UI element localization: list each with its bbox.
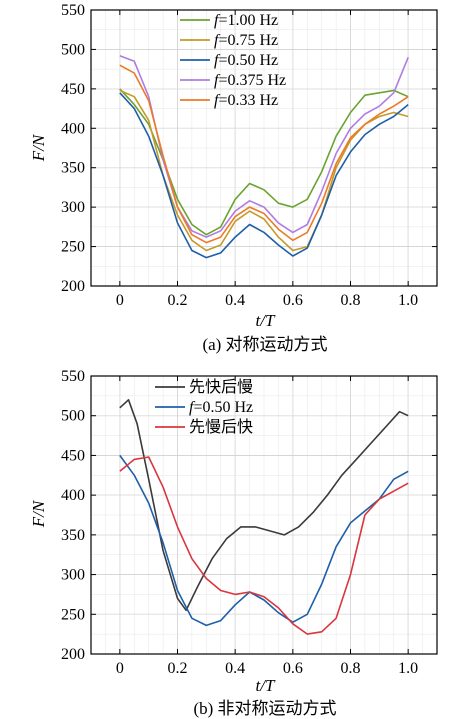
y-tick-label: 450: [61, 81, 85, 98]
y-tick-label: 550: [61, 368, 85, 385]
y-tick-label: 400: [61, 120, 85, 137]
panel-b: (b) 非对称运动方式 t/T F/N 0 0.2 0.4 0.6 0.8 1.0 200 2…: [29, 368, 438, 718]
x-tick-label: 0: [116, 292, 124, 309]
y-tick-label: 550: [61, 2, 85, 19]
y-tick-label: 500: [61, 408, 85, 425]
x-tick-label: 1.0: [398, 292, 418, 309]
y-tick-label: 350: [61, 160, 85, 177]
legend-label: 先慢后快: [189, 418, 253, 436]
series-line-4: [119, 64, 409, 244]
legend-label: f=0.50 Hz: [214, 52, 278, 69]
plot-frame: [90, 375, 438, 655]
series-line-1: [119, 454, 409, 627]
y-tick-label: 250: [61, 606, 85, 623]
legend-label: f=0.33 Hz: [214, 92, 278, 109]
x-tick-label: 0.4: [225, 660, 245, 677]
caption-b: (b) 非对称运动方式: [193, 699, 336, 718]
y-tick-label: 200: [61, 646, 85, 663]
x-axis-title-b: t/T: [256, 676, 276, 695]
y-tick-label: 300: [61, 199, 85, 216]
caption-a: (a) 对称运动方式: [202, 335, 327, 354]
legend-label: f=0.375 Hz: [214, 72, 286, 89]
x-tick-label: 1.0: [398, 660, 418, 677]
y-tick-label: 350: [61, 527, 85, 544]
series-line-2: [119, 92, 409, 259]
x-tick-label: 0.6: [283, 292, 303, 309]
panel-a: (a) 对称运动方式 t/T F/N 0 0.2 0.4 0.6 0.8 1.0 200 25…: [29, 2, 438, 354]
plot-frame: [90, 9, 438, 287]
legend-label: f=0.50 Hz: [189, 399, 253, 416]
x-tick-label: 0.8: [341, 660, 361, 677]
x-tick-label: 0.8: [341, 292, 361, 309]
y-tick-label: 500: [61, 41, 85, 58]
y-axis-title-a: F/N: [29, 133, 48, 162]
x-axis-title-a: t/T: [256, 311, 276, 330]
y-tick-label: 200: [61, 278, 85, 295]
x-tick-label: 0: [116, 660, 124, 677]
x-tick-label: 0.6: [283, 660, 303, 677]
x-tick-label: 0.2: [168, 660, 188, 677]
y-tick-label: 450: [61, 447, 85, 464]
legend-label: 先快后慢: [189, 378, 253, 396]
y-tick-label: 400: [61, 487, 85, 504]
series-line-0: [119, 398, 409, 612]
legend-label: f=1.00 Hz: [214, 12, 278, 29]
x-tick-label: 0.2: [168, 292, 188, 309]
y-tick-label: 300: [61, 567, 85, 584]
y-tick-label: 250: [61, 239, 85, 256]
x-tick-label: 0.4: [225, 292, 245, 309]
legend-label: f=0.75 Hz: [214, 32, 278, 49]
y-axis-title-b: F/N: [29, 499, 48, 528]
series-line-2: [119, 456, 409, 635]
